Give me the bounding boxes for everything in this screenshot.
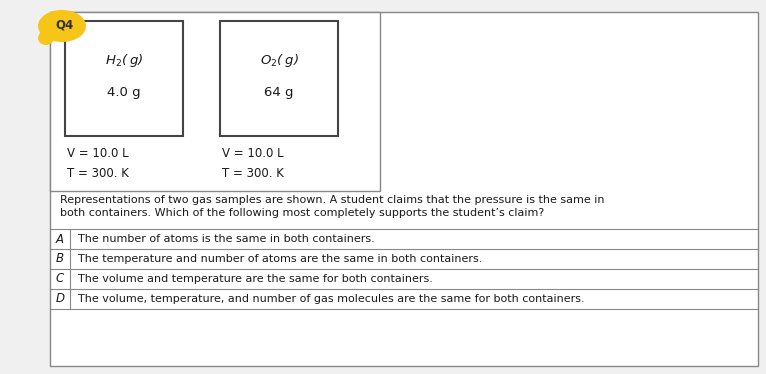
Ellipse shape [38, 31, 54, 45]
Text: Q4: Q4 [55, 18, 73, 31]
Text: 4.0 g: 4.0 g [107, 86, 141, 98]
Bar [50, 12, 380, 191]
Text: The temperature and number of atoms are the same in both containers.: The temperature and number of atoms are … [78, 254, 483, 264]
Text: C: C [56, 273, 64, 285]
Text: B: B [56, 252, 64, 266]
Text: The volume and temperature are the same for both containers.: The volume and temperature are the same … [78, 274, 433, 284]
Text: H$_2$( g): H$_2$( g) [105, 52, 143, 68]
Text: O$_2$( g): O$_2$( g) [260, 52, 299, 68]
Text: both containers. Which of the following most completely supports the student’s c: both containers. Which of the following … [60, 208, 545, 218]
Text: D: D [55, 292, 64, 306]
Text: T = 300. K: T = 300. K [67, 166, 129, 180]
Bar [220, 21, 338, 136]
Ellipse shape [38, 10, 86, 42]
Text: T = 300. K: T = 300. K [222, 166, 284, 180]
Bar [65, 21, 183, 136]
Text: 64 g: 64 g [264, 86, 293, 98]
Text: V = 10.0 L: V = 10.0 L [222, 147, 283, 159]
Text: A: A [56, 233, 64, 245]
Text: The volume, temperature, and number of gas molecules are the same for both conta: The volume, temperature, and number of g… [78, 294, 584, 304]
Text: The number of atoms is the same in both containers.: The number of atoms is the same in both … [78, 234, 375, 244]
Text: V = 10.0 L: V = 10.0 L [67, 147, 129, 159]
Text: Representations of two gas samples are shown. A student claims that the pressure: Representations of two gas samples are s… [60, 195, 604, 205]
